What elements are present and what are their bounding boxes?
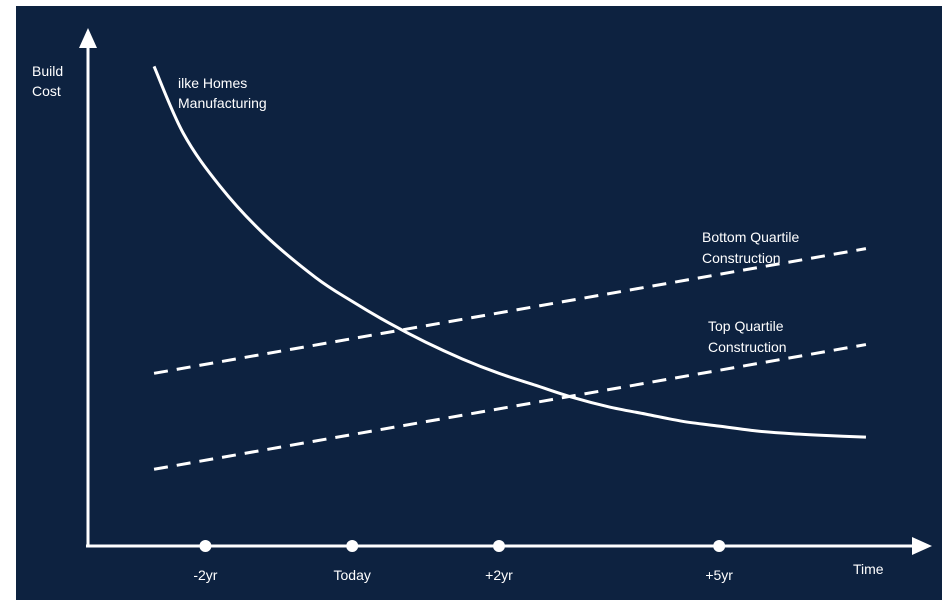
series-label-bottom-quartile-line-2: Construction bbox=[702, 250, 781, 266]
x-tick-label-2: +2yr bbox=[485, 567, 513, 583]
series-label-bottom-quartile-line-1: Bottom Quartile bbox=[702, 229, 799, 245]
series-label-top-quartile-line-2: Construction bbox=[708, 339, 787, 355]
x-tick-marker-1 bbox=[346, 540, 358, 552]
y-axis-label-line-1: Build bbox=[32, 63, 63, 79]
series-label-ilke-line-2: Manufacturing bbox=[178, 95, 267, 111]
x-tick-label-1: Today bbox=[334, 567, 371, 583]
x-axis-label: Time bbox=[853, 561, 884, 577]
series-label-top-quartile-line-1: Top Quartile bbox=[708, 318, 784, 334]
x-tick-marker-2 bbox=[493, 540, 505, 552]
x-tick-label-3: +5yr bbox=[705, 567, 733, 583]
series-line-top-quartile-construction bbox=[154, 345, 866, 470]
x-axis-arrow-icon bbox=[912, 537, 932, 555]
series-label-ilke-line-1: ilke Homes bbox=[178, 75, 247, 91]
y-axis-label-line-2: Cost bbox=[32, 83, 61, 99]
x-tick-marker-0 bbox=[199, 540, 211, 552]
series-layer bbox=[154, 66, 866, 469]
x-tick-label-0: -2yr bbox=[193, 567, 217, 583]
y-axis-arrow-icon bbox=[79, 28, 97, 48]
x-tick-marker-3 bbox=[713, 540, 725, 552]
